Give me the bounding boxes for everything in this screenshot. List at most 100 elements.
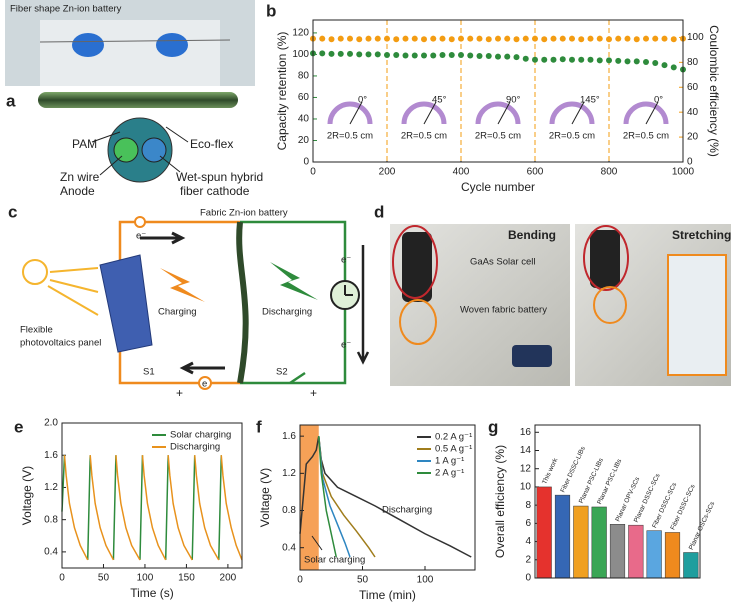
pointer	[99, 155, 123, 176]
y-tick-label: 1.2	[44, 482, 58, 493]
angle-label: 45°	[432, 95, 447, 106]
point	[485, 36, 492, 43]
bend-line	[423, 101, 437, 125]
point	[522, 55, 529, 62]
point	[393, 51, 400, 58]
x-tick-label: 0	[310, 167, 316, 178]
point	[670, 64, 677, 71]
point	[633, 58, 640, 65]
point	[439, 35, 446, 42]
bar	[591, 506, 607, 579]
photo-title: Fiber shape Zn-ion battery	[10, 4, 122, 15]
bend-line	[497, 101, 511, 125]
point	[550, 56, 557, 63]
radius-label: 2R=0.5 cm	[401, 131, 447, 142]
y-axis-label: Overall efficiency (%)	[493, 445, 507, 558]
point	[550, 35, 557, 42]
y-tick-label: 0.8	[282, 505, 296, 516]
plot-frame	[61, 422, 243, 569]
x-tick-label: 100	[417, 575, 434, 586]
y2-tick-label: 100	[687, 32, 704, 43]
angle-label: 0°	[358, 95, 367, 106]
legend-label: 2 A g⁻¹	[435, 468, 464, 479]
bar	[646, 530, 662, 579]
y-axis-label: Capacity retention (%)	[275, 32, 289, 151]
x-tick-label: 200	[220, 573, 237, 584]
point	[504, 35, 511, 42]
y-tick-label: 2	[525, 554, 531, 565]
point	[337, 50, 344, 57]
panel-label: e	[14, 417, 23, 436]
fiber-battery	[38, 92, 238, 108]
x-tick-label: 600	[527, 167, 544, 178]
y-tick-label: 40	[298, 114, 310, 125]
bar-label: Planar OSCs-SCs	[688, 500, 717, 551]
point	[513, 54, 520, 61]
point	[374, 51, 381, 58]
point	[458, 35, 464, 42]
y-tick-label: 100	[292, 49, 309, 60]
label: Charging	[158, 307, 197, 318]
annotation: Discharging	[382, 505, 432, 516]
electron-label: e⁻	[341, 340, 351, 351]
point	[624, 58, 631, 65]
point	[569, 56, 575, 63]
anode	[113, 137, 139, 163]
panel-label: b	[266, 1, 276, 20]
bend-arc	[549, 101, 595, 125]
y-tick-label: 1.2	[282, 468, 296, 479]
bend-line	[349, 101, 363, 125]
bar-label: This work	[541, 457, 559, 486]
y-tick-label: 80	[298, 71, 310, 82]
label: Wet-spun hybrid	[176, 170, 263, 184]
label: S2	[276, 367, 288, 378]
plot-frame	[299, 424, 476, 571]
arrow	[179, 361, 225, 375]
panel-c: c Fabric Zn-ion battery e⁻ e⁻ e⁻ e + + F…	[8, 202, 370, 400]
point	[587, 35, 594, 42]
annotation: Solar charging	[304, 555, 365, 566]
y2-axis-label: Coulombic efficiency (%)	[707, 25, 721, 157]
solar-panel	[99, 254, 153, 353]
point	[347, 50, 353, 57]
pointer	[91, 131, 121, 143]
line	[318, 436, 337, 558]
bend-arc	[327, 101, 373, 125]
bar	[554, 494, 571, 579]
highlight	[593, 286, 627, 324]
panel-d: d Bending Stretching GaAs Solar cell Wov…	[374, 202, 731, 386]
fabric-zoom	[667, 254, 727, 376]
y-tick-label: 0.4	[282, 542, 296, 553]
point	[633, 36, 640, 43]
label: Anode	[60, 184, 95, 198]
point	[421, 36, 427, 43]
line	[61, 455, 223, 560]
bar	[628, 524, 644, 579]
label: Fabric Zn-ion battery	[200, 208, 288, 219]
point	[541, 56, 548, 63]
y-tick-label: 1.6	[282, 431, 296, 442]
bend-arc	[401, 101, 447, 125]
point	[365, 51, 372, 58]
point	[522, 35, 529, 42]
point	[643, 35, 649, 42]
point	[458, 51, 464, 58]
x-tick-label: 50	[357, 575, 369, 586]
point	[578, 36, 585, 43]
fiber-battery	[236, 221, 249, 384]
point	[615, 57, 622, 64]
y2-tick-label: 0	[687, 157, 693, 168]
plus: +	[310, 386, 317, 400]
x-tick-label: 400	[453, 167, 470, 178]
glove	[72, 33, 104, 57]
point	[393, 36, 400, 43]
x-axis-label: Time (s)	[130, 586, 174, 600]
sun	[22, 259, 48, 285]
pointer	[165, 126, 189, 143]
radius-label: 2R=0.5 cm	[327, 131, 373, 142]
radius-label: 2R=0.5 cm	[475, 131, 521, 142]
plot-frame	[534, 424, 701, 579]
point	[606, 57, 612, 64]
x-tick-label: 800	[601, 167, 618, 178]
y2-tick-label: 20	[687, 132, 699, 143]
